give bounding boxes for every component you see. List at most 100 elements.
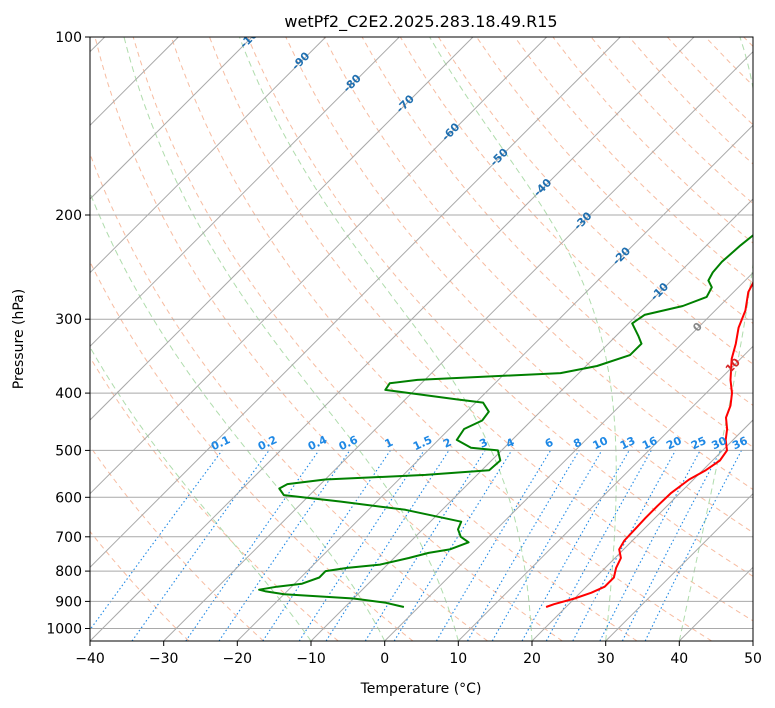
isotherm-line <box>90 37 400 348</box>
y-tick-label: 1000 <box>46 622 82 638</box>
dry-adiabats <box>90 37 753 641</box>
mixing-ratio-line <box>325 450 450 641</box>
y-tick-label: 100 <box>55 30 82 46</box>
x-tick-label: −40 <box>75 651 105 667</box>
dry-adiabat-line <box>94 37 563 641</box>
dry-adiabat-line <box>90 530 190 641</box>
x-tick-label: 10 <box>449 651 467 667</box>
y-tick-label: 200 <box>55 208 82 224</box>
mixing-ratio-label: 1 <box>383 436 395 451</box>
temperature-profile-line <box>545 280 753 608</box>
series-lines <box>258 234 753 608</box>
x-axis: −40 −30 −20 −10 0 10 20 30 40 50 <box>75 641 762 667</box>
isotherm-line <box>90 37 474 421</box>
pressure-gridlines <box>90 37 753 629</box>
y-tick-label: 500 <box>55 443 82 459</box>
mixing-ratio-line <box>262 450 391 641</box>
isotherm-line <box>90 37 621 569</box>
mixing-ratio-line <box>298 450 425 641</box>
x-tick-label: −30 <box>149 651 179 667</box>
x-tick-label: −10 <box>296 651 326 667</box>
isotherm-line <box>384 271 753 641</box>
dry-adiabat-line <box>705 37 753 87</box>
isotherm-label: 0 <box>690 320 705 335</box>
dry-adiabat-line <box>209 37 753 622</box>
y-axis: 1000 900 800 700 600 500 400 300 200 100 <box>46 30 90 638</box>
isotherm-label: 10 <box>723 355 743 375</box>
isotherm-line <box>605 492 753 641</box>
moist-adiabat-line <box>429 37 617 641</box>
mixing-ratio-label: 6 <box>543 436 556 451</box>
x-tick-label: −20 <box>223 651 253 667</box>
y-tick-label: 800 <box>55 564 82 580</box>
dewpoint-profile-line <box>258 234 753 608</box>
x-tick-label: 0 <box>380 651 389 667</box>
mixing-ratio-line <box>218 450 351 641</box>
plot-frame <box>89 36 754 642</box>
chart-title: wetPf2_C2E2.2025.283.18.49.R15 <box>284 12 557 32</box>
moist-adiabats <box>90 37 753 641</box>
mixing-ratio-line <box>467 450 580 641</box>
mixing-ratio-lines <box>90 450 742 641</box>
x-axis-label: Temperature (°C) <box>360 681 482 697</box>
y-tick-label: 300 <box>55 312 82 328</box>
mixing-ratio-line <box>621 450 722 641</box>
dry-adiabat-line <box>514 37 753 284</box>
x-tick-label: 40 <box>670 651 688 667</box>
dry-adiabat-line <box>743 37 753 48</box>
dry-adiabat-line <box>90 445 264 641</box>
isotherm-line <box>236 124 753 641</box>
isotherm-line <box>752 640 753 641</box>
y-tick-label: 400 <box>55 386 82 402</box>
mixing-ratio-line <box>572 450 676 641</box>
moist-adiabat-line <box>678 37 753 641</box>
dry-adiabat-line <box>90 152 488 641</box>
moist-adiabat-line <box>123 37 459 641</box>
plot-area: -100-90-80-70-60-50-40-30-20-10010203040… <box>90 37 771 641</box>
dry-adiabat-line <box>90 260 414 641</box>
dry-adiabat-line <box>132 37 638 641</box>
mixing-ratio-label: 2 <box>441 436 453 451</box>
isotherm-line <box>90 37 327 274</box>
mixing-ratio-label: 16 <box>640 434 660 452</box>
moist-adiabat-line <box>90 191 386 641</box>
x-tick-label: 30 <box>597 651 615 667</box>
x-tick-label: 20 <box>523 651 541 667</box>
mixing-ratio-line <box>185 450 320 641</box>
mixing-ratio-line <box>644 450 742 641</box>
dry-adiabat-line <box>667 37 753 126</box>
y-tick-label: 600 <box>55 490 82 506</box>
mixing-ratio-label: 30 <box>710 434 730 452</box>
isotherm-line <box>90 37 695 641</box>
y-axis-label: Pressure (hPa) <box>11 289 27 389</box>
dry-adiabat-line <box>170 37 712 641</box>
y-tick-label: 700 <box>55 530 82 546</box>
mixing-ratio-label: 20 <box>664 434 684 452</box>
isotherms <box>90 37 753 641</box>
dry-adiabat-line <box>437 37 753 365</box>
isotherm-line <box>163 50 753 641</box>
moist-adiabat-line <box>238 37 533 641</box>
mixing-ratio-line <box>393 450 513 641</box>
mixing-ratio-label: 36 <box>730 434 750 452</box>
y-tick-label: 900 <box>55 594 82 610</box>
dry-adiabat-line <box>399 37 753 407</box>
mixing-ratio-line <box>364 450 486 641</box>
mixing-ratio-label: 10 <box>591 434 611 452</box>
isotherm-line <box>90 37 548 495</box>
mixing-ratio-line <box>435 450 552 641</box>
mixing-ratio-line <box>521 450 630 641</box>
dry-adiabat-line <box>90 356 339 641</box>
isotherm-line <box>531 419 753 641</box>
dry-adiabat-line <box>552 37 753 244</box>
mixing-ratio-line <box>90 450 223 631</box>
isotherm-line <box>678 566 753 641</box>
mixing-ratio-line <box>599 450 701 641</box>
isotherm-label: 20 <box>751 401 771 421</box>
dry-adiabat-line <box>247 37 753 577</box>
moist-adiabat-line <box>90 346 312 641</box>
mixing-ratio-label: 13 <box>618 434 637 452</box>
isotherm-label: -60 <box>439 120 462 143</box>
isotherm-line <box>457 345 753 641</box>
